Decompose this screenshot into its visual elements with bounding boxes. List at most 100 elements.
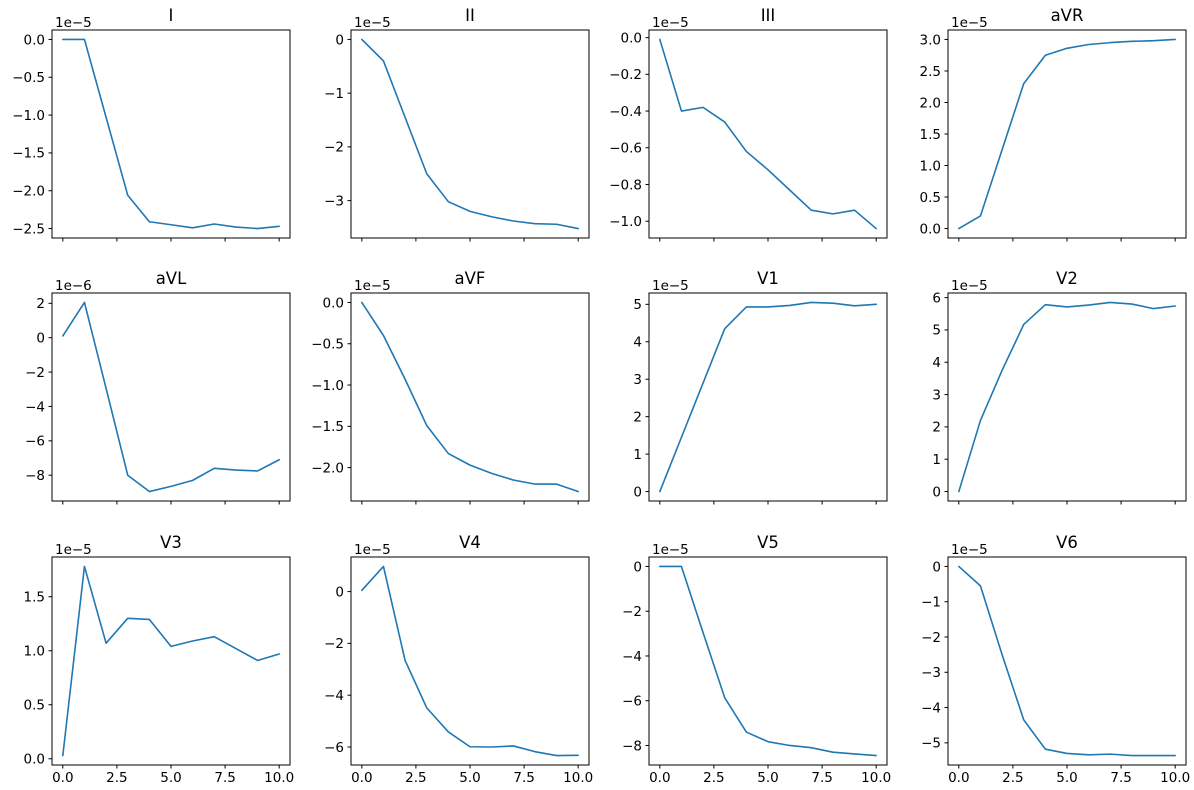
axes-frame	[947, 556, 1186, 766]
x-tick-label: 5.0	[459, 770, 480, 786]
y-tick-label: 1.5	[24, 589, 45, 605]
data-line	[360, 38, 579, 230]
subplot-canvas-I: 0.0 −0.5 −1.0 −1.5 −2.0 −2.5 I 1e−5	[12, 6, 291, 242]
subplot-title: III	[761, 6, 776, 25]
data-line	[659, 301, 877, 493]
data-line	[360, 301, 579, 493]
y-tick-label: −8	[622, 738, 642, 754]
x-tick-label: 7.5	[811, 770, 832, 786]
subplot-II: 0 −1 −2 −3 II 1e−5	[299, 0, 598, 263]
y-tick-label: −6	[25, 434, 45, 450]
subplot-canvas-V4: 0 −2 −4 −6 0.0 2.5 5.0 7.5 10.0 V4 1e−5	[324, 533, 593, 786]
y-tick-label: −0.8	[609, 177, 642, 193]
y-tick-label: 0.5	[24, 697, 45, 713]
x-tick-label: 5.0	[160, 770, 181, 786]
x-tick-label: 0.0	[649, 770, 670, 786]
x-tick-label: 7.5	[1110, 770, 1131, 786]
data-line	[62, 38, 280, 230]
x-tick-label: 2.5	[703, 770, 724, 786]
y-tick-label: −4	[25, 400, 45, 416]
y-tick-label: 5	[932, 323, 941, 339]
subplot-title: V3	[160, 533, 182, 552]
y-tick-label: 3	[633, 372, 642, 388]
y-tick-label: 4	[633, 335, 642, 351]
data-line	[62, 301, 280, 493]
y-tick-label: −1.0	[12, 108, 45, 124]
axes-frame	[350, 556, 589, 766]
data-line	[957, 38, 1176, 230]
x-tick-label: 2.5	[1002, 770, 1023, 786]
y-tick-label: 2.0	[919, 95, 940, 111]
subplot-V5: 0 −2 −4 −6 −8 0.0 2.5 5.0 7.5 10.0 V5 1e−5	[597, 527, 896, 790]
subplot-canvas-V5: 0 −2 −4 −6 −8 0.0 2.5 5.0 7.5 10.0 V5 1e−5	[622, 533, 891, 786]
y-tick-label: 1.0	[919, 158, 940, 174]
axes-frame	[648, 29, 888, 239]
y-tick-label: −8	[25, 468, 45, 484]
data-line	[62, 565, 280, 757]
y-offset-label: 1e−6	[55, 278, 92, 294]
y-tick-label: −2.0	[311, 461, 344, 477]
subplot-canvas-V1: 0 1 2 3 4 5 V1 1e−5	[633, 269, 888, 505]
x-tick-label: 0.0	[52, 770, 73, 786]
y-tick-label: −2	[324, 140, 344, 156]
subplot-canvas-II: 0 −1 −2 −3 II 1e−5	[324, 6, 589, 242]
axes-frame	[648, 292, 888, 502]
y-tick-label: −0.5	[12, 70, 45, 86]
y-tick-label: 0	[335, 584, 344, 600]
y-tick-label: −0.4	[609, 104, 642, 120]
y-tick-label: −1.0	[311, 378, 344, 394]
y-tick-label: 2	[633, 410, 642, 426]
subplot-title: V2	[1056, 269, 1078, 288]
axes-frame	[51, 29, 291, 239]
x-tick-label: 10.0	[563, 770, 593, 786]
y-tick-label: 0	[633, 485, 642, 501]
axes-frame	[51, 556, 291, 766]
y-offset-label: 1e−5	[652, 542, 689, 558]
subplot-V2: 0 1 2 3 4 5 6 V2 1e−5	[896, 263, 1194, 526]
x-tick-label: 2.5	[405, 770, 426, 786]
y-offset-label: 1e−5	[652, 278, 689, 294]
subplot-canvas-aVL: 2 0 −2 −4 −6 −8 aVL 1e−6	[25, 269, 291, 505]
subplot-canvas-V6: 0 −1 −2 −3 −4 −5 0.0 2.5 5.0 7.5 10.0 V6 1e−5	[921, 533, 1190, 786]
y-tick-label: 6	[932, 291, 941, 307]
y-tick-label: −1.5	[12, 146, 45, 162]
y-tick-label: 3	[932, 388, 941, 404]
x-tick-label: 0.0	[948, 770, 969, 786]
subplot-title: aVL	[156, 269, 187, 288]
x-tick-label: 7.5	[214, 770, 235, 786]
axes-frame	[648, 556, 888, 766]
subplot-title: aVR	[1050, 6, 1083, 25]
y-tick-label: −3	[324, 193, 344, 209]
x-tick-label: 5.0	[757, 770, 778, 786]
subplot-title: V6	[1056, 533, 1078, 552]
subplot-title: I	[169, 6, 174, 25]
x-tick-label: 7.5	[513, 770, 534, 786]
subplot-canvas-V3: 0.0 0.5 1.0 1.5 0.0 2.5 5.0 7.5 10.0 V3 1e−5	[24, 533, 295, 786]
y-offset-label: 1e−5	[951, 278, 988, 294]
y-tick-label: −0.5	[311, 337, 344, 353]
y-tick-label: 0	[932, 485, 941, 501]
y-tick-label: 0.5	[919, 190, 940, 206]
y-tick-label: −2	[921, 629, 941, 645]
y-tick-label: 0	[36, 331, 45, 347]
y-tick-label: 4	[932, 355, 941, 371]
y-tick-label: 0.0	[24, 751, 45, 767]
subplot-canvas-III: 0.0 −0.2 −0.4 −0.6 −0.8 −1.0 III 1e−5	[609, 6, 888, 242]
y-offset-label: 1e−5	[354, 542, 391, 558]
y-tick-label: 1	[932, 452, 941, 468]
data-line	[360, 565, 579, 757]
subplot-I: 0.0 −0.5 −1.0 −1.5 −2.0 −2.5 I 1e−5	[0, 0, 299, 263]
data-line	[659, 38, 877, 230]
y-offset-label: 1e−5	[652, 15, 689, 31]
y-tick-label: 1	[633, 447, 642, 463]
y-tick-label: 1.0	[24, 643, 45, 659]
x-tick-label: 10.0	[861, 770, 891, 786]
y-tick-label: −5	[921, 735, 941, 751]
y-tick-label: −6	[324, 739, 344, 755]
subplot-canvas-V2: 0 1 2 3 4 5 6 V2 1e−5	[932, 269, 1186, 505]
data-line	[659, 565, 877, 757]
y-tick-label: −1.5	[311, 419, 344, 435]
y-offset-label: 1e−5	[55, 542, 92, 558]
subplot-V4: 0 −2 −4 −6 0.0 2.5 5.0 7.5 10.0 V4 1e−5	[299, 527, 598, 790]
